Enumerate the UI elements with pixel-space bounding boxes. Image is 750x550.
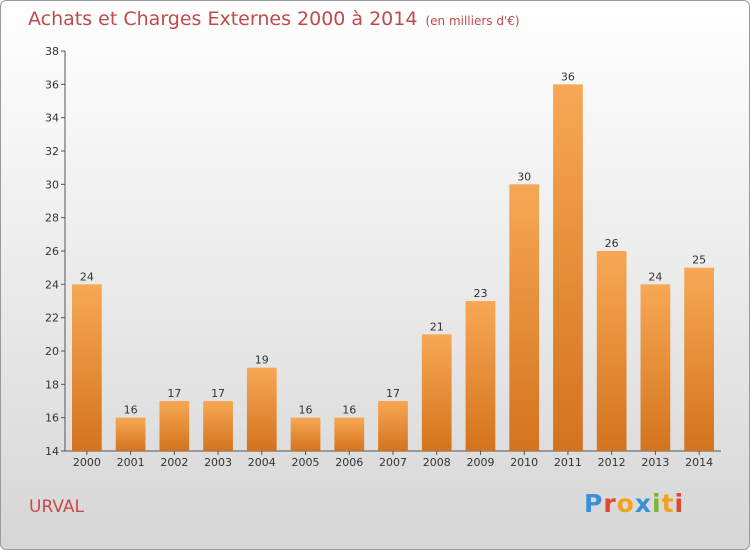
bar <box>465 301 496 451</box>
y-tick-label: 18 <box>45 378 59 391</box>
y-tick-label: 34 <box>45 112 59 125</box>
bar <box>115 417 146 451</box>
bar <box>203 401 233 451</box>
x-tick-label: 2006 <box>335 456 363 469</box>
logo-letter: P <box>584 489 604 518</box>
proxiti-logo: Proxiti <box>584 489 684 518</box>
logo-letter: o <box>616 489 635 518</box>
bar-value-label: 26 <box>605 237 619 250</box>
x-tick-label: 2013 <box>641 456 669 469</box>
y-tick-label: 22 <box>45 312 59 325</box>
logo-letter: i <box>674 489 685 518</box>
x-tick-label: 2003 <box>204 456 232 469</box>
x-tick-label: 2001 <box>117 456 145 469</box>
chart-title-main: Achats et Charges Externes 2000 à 2014 <box>28 8 418 30</box>
bar <box>290 417 321 451</box>
bar-value-label: 36 <box>561 70 575 83</box>
x-tick-label: 2002 <box>160 456 188 469</box>
y-tick-label: 36 <box>45 78 59 91</box>
bar-value-label: 23 <box>473 287 487 300</box>
commune-name: URVAL <box>29 497 84 517</box>
logo-letter: t <box>661 489 675 518</box>
bar <box>421 334 452 451</box>
logo-letter: x <box>634 489 652 518</box>
x-tick-label: 2007 <box>379 456 407 469</box>
bar-value-label: 16 <box>124 404 138 417</box>
chart-subtitle: (en milliers d'€) <box>425 14 520 28</box>
x-tick-label: 2010 <box>510 456 538 469</box>
bar-value-label: 24 <box>648 270 662 283</box>
bar <box>159 401 190 451</box>
x-tick-label: 2011 <box>554 456 582 469</box>
logo-letter: i <box>652 489 662 518</box>
bar <box>334 417 365 451</box>
y-tick-label: 14 <box>45 445 59 458</box>
y-tick-label: 38 <box>45 45 59 58</box>
y-tick-label: 32 <box>45 145 59 158</box>
y-tick-label: 28 <box>45 212 59 225</box>
bar-value-label: 30 <box>517 170 531 183</box>
x-tick-label: 2012 <box>598 456 626 469</box>
bar <box>684 267 715 451</box>
bar <box>246 367 277 451</box>
bar <box>509 184 540 452</box>
bar <box>640 284 671 451</box>
logo-letter: r <box>603 489 617 518</box>
x-tick-label: 2000 <box>73 456 101 469</box>
x-tick-label: 2008 <box>423 456 451 469</box>
bar <box>596 251 627 451</box>
bar-value-label: 16 <box>299 404 313 417</box>
y-tick-label: 26 <box>45 245 59 258</box>
x-tick-label: 2009 <box>466 456 494 469</box>
bar-value-label: 17 <box>211 387 225 400</box>
chart-title: Achats et Charges Externes 2000 à 2014 (e… <box>28 8 520 30</box>
x-tick-label: 2014 <box>685 456 713 469</box>
x-tick-label: 2004 <box>248 456 276 469</box>
y-tick-label: 24 <box>45 278 59 291</box>
bar <box>553 84 583 451</box>
y-tick-label: 16 <box>45 412 59 425</box>
bar-value-label: 16 <box>342 404 356 417</box>
x-tick-label: 2005 <box>292 456 320 469</box>
bar-value-label: 17 <box>386 387 400 400</box>
bar-value-label: 24 <box>80 270 94 283</box>
bar-value-label: 19 <box>255 354 269 367</box>
y-tick-label: 30 <box>45 178 59 191</box>
bar-value-label: 21 <box>430 320 444 333</box>
bar <box>71 284 102 451</box>
y-tick-label: 20 <box>45 345 59 358</box>
bar-value-label: 17 <box>167 387 181 400</box>
bar-value-label: 25 <box>692 254 706 267</box>
bar <box>378 401 408 451</box>
